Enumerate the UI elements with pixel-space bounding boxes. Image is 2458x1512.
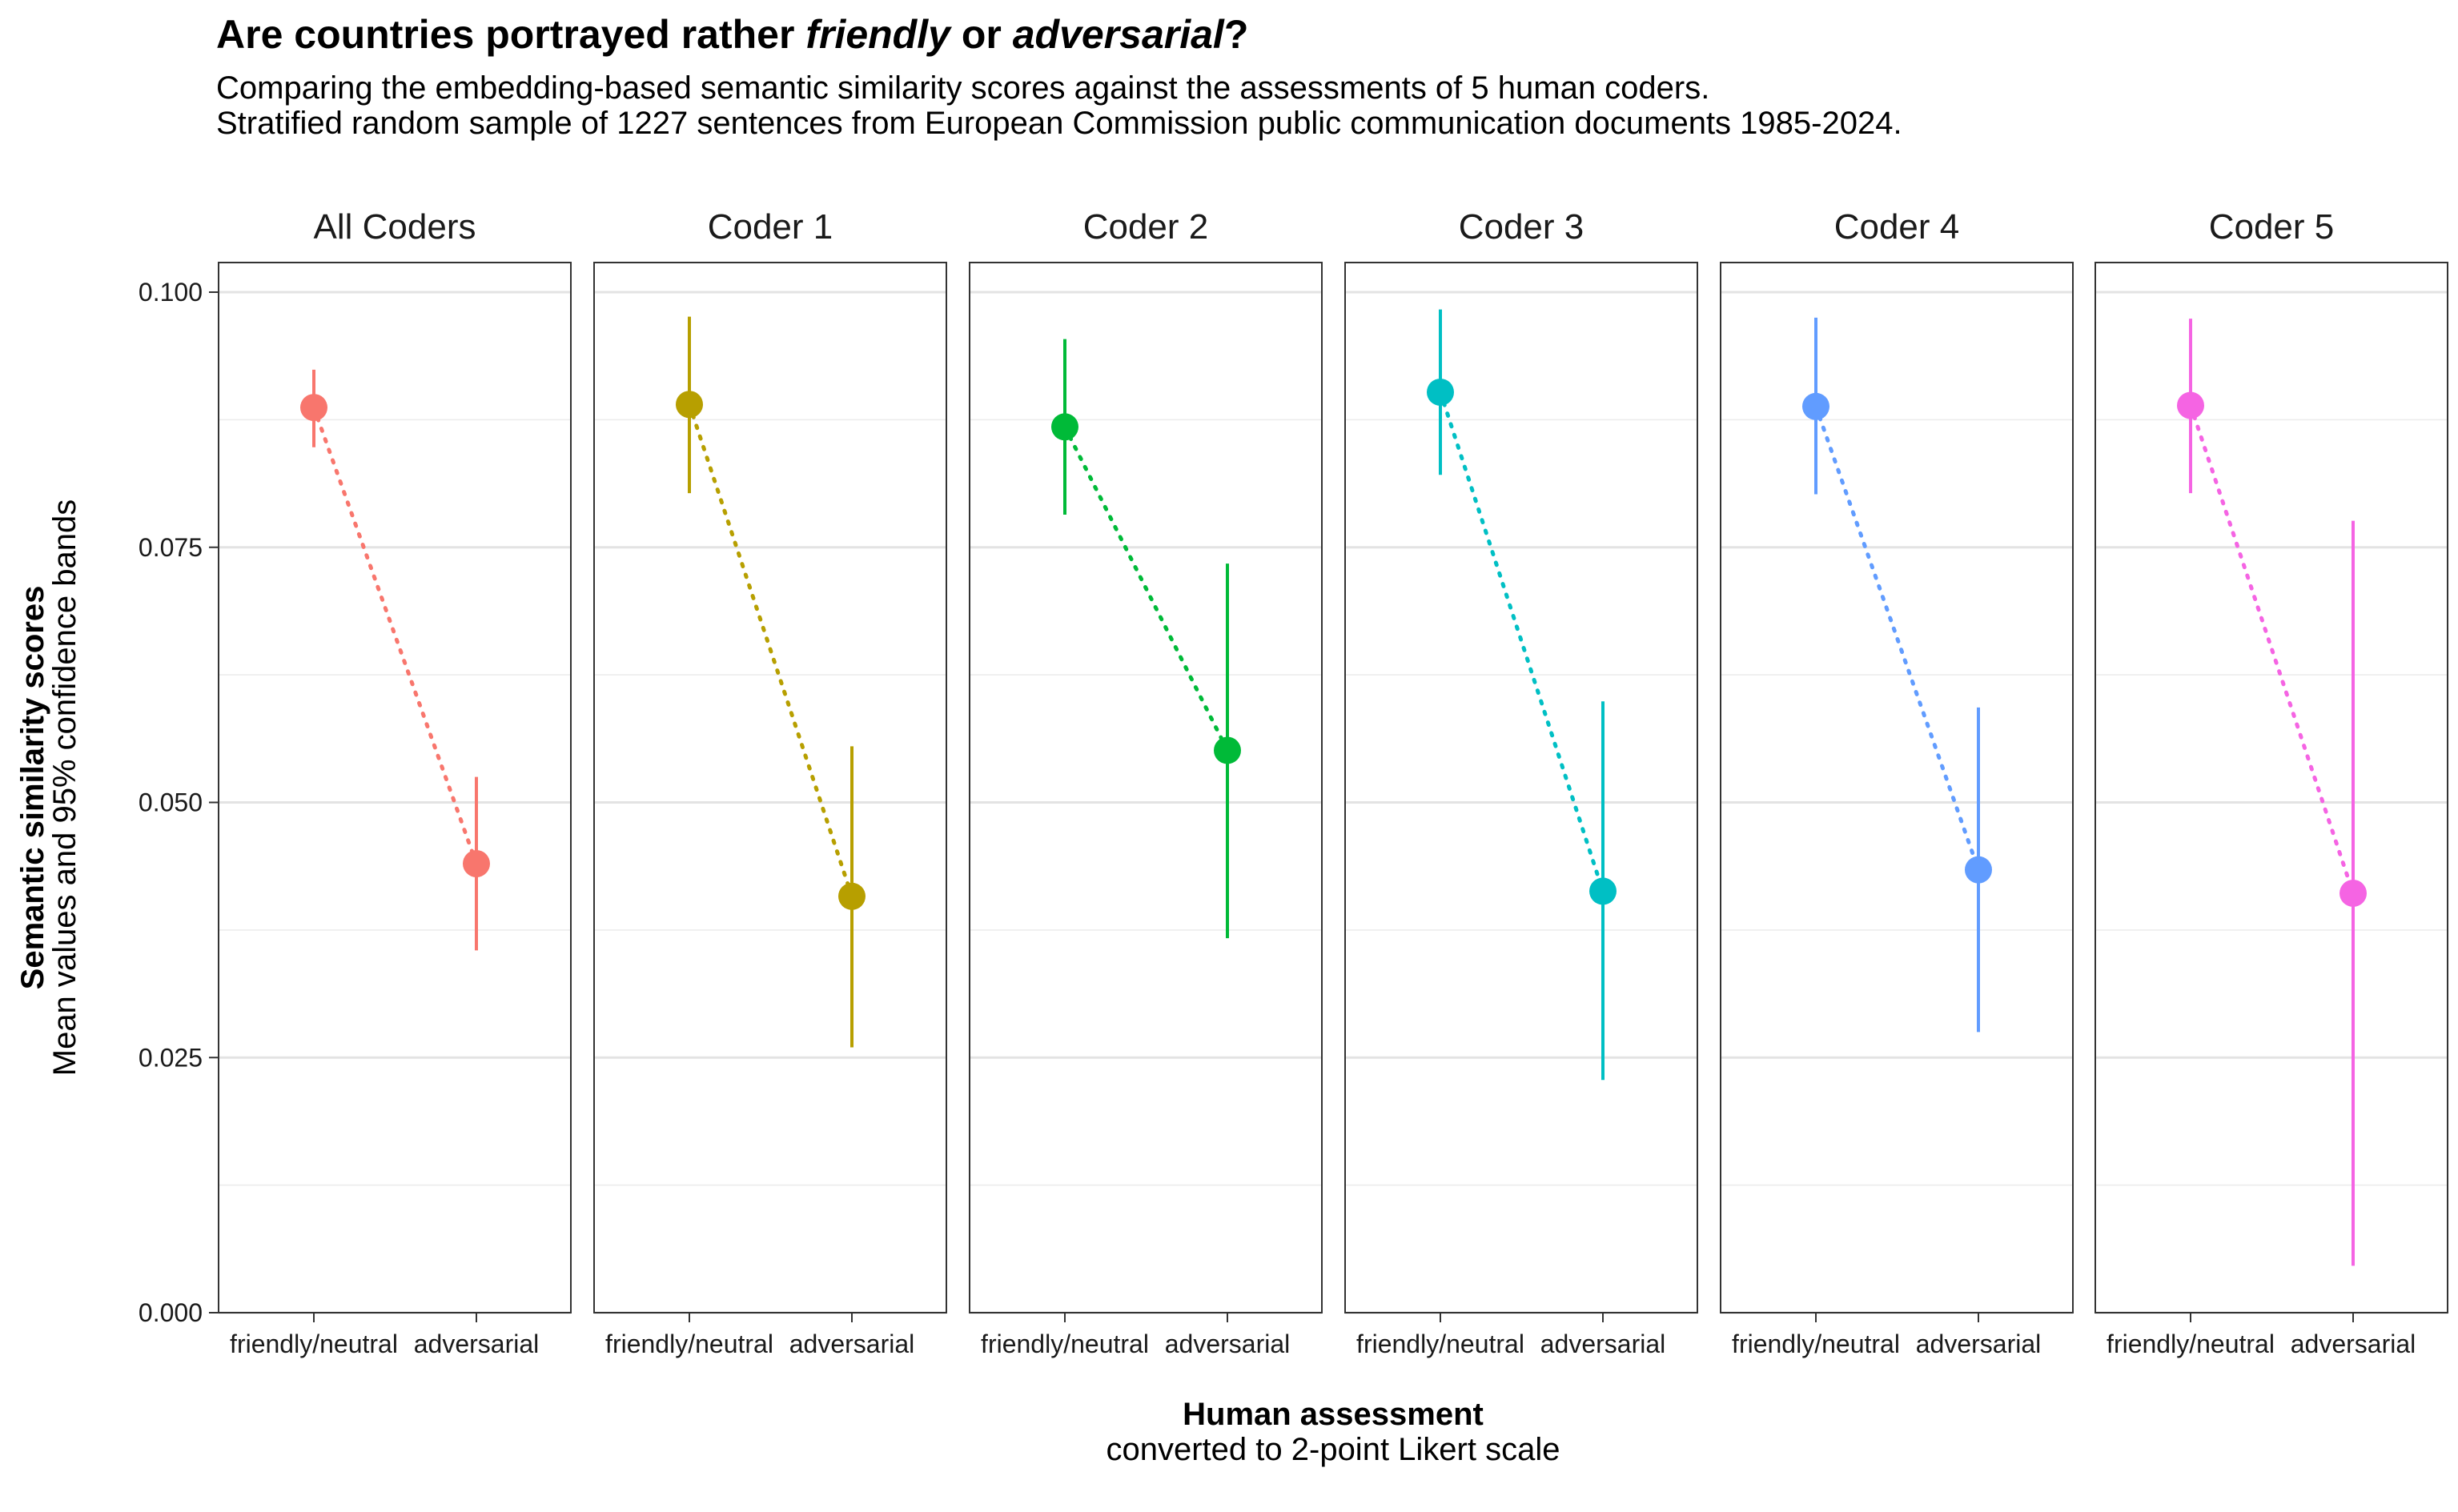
mean-point — [1051, 413, 1078, 441]
x-axis-title: Human assessment — [1183, 1397, 1484, 1432]
facet-panel-border — [218, 262, 572, 1313]
connector-line — [1438, 390, 1605, 893]
mean-point — [300, 394, 327, 422]
facet-panel-border — [2095, 262, 2448, 1313]
mean-point — [2340, 879, 2367, 907]
x-tick-label: friendly/neutral — [605, 1330, 773, 1358]
mean-point — [1802, 392, 1829, 420]
mean-point — [1427, 378, 1454, 406]
x-tick-label: adversarial — [789, 1330, 915, 1358]
facet-strip-label: Coder 4 — [1834, 207, 1960, 247]
mean-point — [2177, 391, 2204, 419]
facet-strip-label: All Coders — [314, 207, 476, 247]
y-tick-label: 0.075 — [139, 533, 203, 562]
chart-subtitle-line-2: Stratified random sample of 1227 sentenc… — [216, 106, 1902, 141]
x-tick-label: adversarial — [1540, 1330, 1666, 1358]
facet-strip-label: Coder 5 — [2209, 207, 2335, 247]
y-axis-subtitle: Mean values and 95% confidence bands — [47, 499, 82, 1077]
facet-panel-border — [593, 262, 947, 1313]
x-tick-label: friendly/neutral — [1356, 1330, 1524, 1358]
mean-point — [1965, 856, 1992, 884]
mean-point — [1589, 877, 1617, 905]
chart-title: Are countries portrayed rather friendly … — [216, 12, 1249, 57]
connector-line — [311, 405, 479, 866]
connector-line — [1813, 404, 1981, 872]
mean-point — [463, 850, 490, 877]
y-tick-label: 0.025 — [139, 1043, 203, 1072]
x-tick-label: friendly/neutral — [981, 1330, 1149, 1358]
x-tick-label: friendly/neutral — [230, 1330, 398, 1358]
chart-subtitle-line-1: Comparing the embedding-based semantic s… — [216, 70, 1710, 106]
y-tick-label: 0.000 — [139, 1298, 203, 1327]
facet-panel-border — [1720, 262, 2074, 1313]
y-tick-label: 0.050 — [139, 788, 203, 817]
y-axis-title: Semantic similarity scores — [15, 586, 50, 990]
mean-point — [676, 391, 703, 419]
mean-point — [838, 882, 866, 910]
x-tick-label: adversarial — [2291, 1330, 2416, 1358]
x-tick-label: adversarial — [414, 1330, 540, 1358]
y-tick-label: 0.100 — [139, 278, 203, 307]
facet-strip-label: Coder 1 — [708, 207, 833, 247]
connector-line — [1062, 424, 1230, 752]
x-tick-label: adversarial — [1916, 1330, 2042, 1358]
connector-line — [2188, 403, 2356, 896]
x-tick-label: friendly/neutral — [2107, 1330, 2275, 1358]
connector-line — [687, 402, 854, 899]
x-tick-label: friendly/neutral — [1732, 1330, 1900, 1358]
x-tick-label: adversarial — [1165, 1330, 1291, 1358]
facet-panel-border — [969, 262, 1323, 1313]
facet-strip-label: Coder 2 — [1083, 207, 1209, 247]
mean-point — [1214, 736, 1241, 764]
facet-strip-label: Coder 3 — [1459, 207, 1584, 247]
x-axis-subtitle: converted to 2-point Likert scale — [1107, 1432, 1560, 1467]
facet-panel-border — [1344, 262, 1698, 1313]
